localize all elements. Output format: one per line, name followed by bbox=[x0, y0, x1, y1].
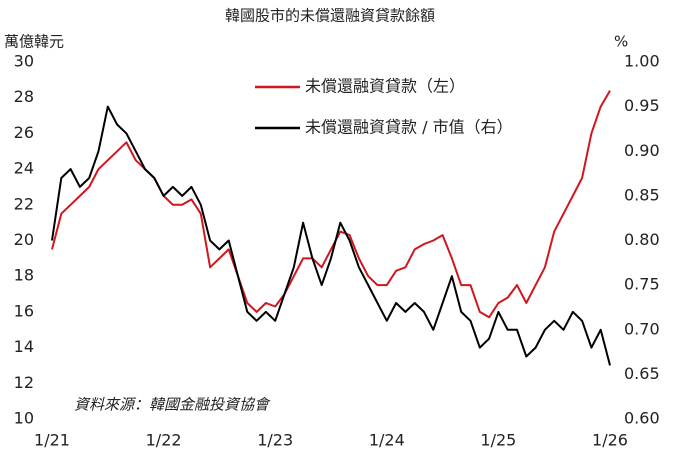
x-tick-label: 1/26 bbox=[592, 431, 628, 450]
y2-tick-label: 0.70 bbox=[624, 319, 660, 338]
x-tick-label: 1/22 bbox=[146, 431, 182, 450]
y2-tick-label: 0.60 bbox=[624, 409, 660, 428]
series-line bbox=[51, 105, 611, 366]
y-tick-label: 12 bbox=[14, 373, 34, 392]
y2-tick-label: 0.85 bbox=[624, 185, 660, 204]
legend-label: 未償還融資貸款 / 市值（右） bbox=[305, 118, 513, 137]
y2-tick-label: 1.00 bbox=[624, 52, 660, 71]
y-tick-label: 30 bbox=[14, 52, 34, 71]
x-tick-label: 1/24 bbox=[369, 431, 405, 450]
y-tick-label: 10 bbox=[14, 409, 34, 428]
y-tick-label: 26 bbox=[14, 123, 34, 142]
y2-tick-label: 0.75 bbox=[624, 275, 660, 294]
y-tick-label: 14 bbox=[14, 337, 34, 356]
y2-tick-label: 0.65 bbox=[624, 364, 660, 383]
x-tick-label: 1/21 bbox=[34, 431, 70, 450]
y-tick-label: 20 bbox=[14, 230, 34, 249]
y-axis-label: 萬億韓元 bbox=[4, 33, 64, 51]
x-tick-label: 1/25 bbox=[480, 431, 516, 450]
y2-tick-label: 0.90 bbox=[624, 141, 660, 160]
annotation: 資料來源：韓國金融投資協會 bbox=[74, 396, 271, 414]
y-tick-label: 24 bbox=[14, 159, 34, 178]
x-tick-label: 1/23 bbox=[257, 431, 293, 450]
y-tick-label: 18 bbox=[14, 266, 34, 285]
y2-axis-label: % bbox=[614, 33, 628, 51]
y-tick-label: 16 bbox=[14, 301, 34, 320]
y2-tick-label: 0.80 bbox=[624, 230, 660, 249]
y2-tick-label: 0.95 bbox=[624, 96, 660, 115]
chart-title: 韓國股市的未償還融資貸款餘額 bbox=[225, 7, 435, 25]
y-tick-label: 28 bbox=[14, 87, 34, 106]
y-tick-label: 22 bbox=[14, 194, 34, 213]
legend-label: 未償還融資貸款（左） bbox=[305, 77, 465, 96]
